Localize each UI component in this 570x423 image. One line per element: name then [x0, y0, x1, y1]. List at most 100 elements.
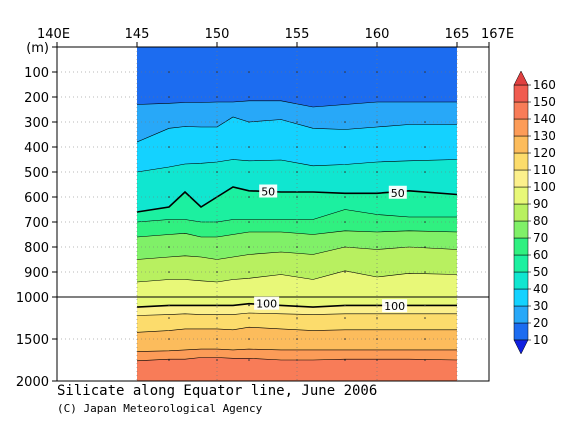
sample-point [296, 221, 298, 223]
sample-point [216, 271, 218, 273]
contour-40 [136, 159, 458, 173]
sample-point [248, 304, 250, 307]
sample-point [424, 221, 426, 223]
sample-point [424, 146, 426, 148]
sample-point [216, 317, 218, 319]
sample-point [424, 171, 426, 173]
sample-point [344, 146, 346, 148]
colorbar-segment [513, 203, 529, 222]
sample-point [296, 338, 298, 340]
sample-point [216, 359, 218, 361]
sample-point [344, 338, 346, 340]
chart-title: Silicate along Equator line, June 2006 [57, 383, 377, 399]
colorbar-segment [513, 220, 529, 239]
y-tick-label: 700 [24, 216, 49, 231]
band-140 [137, 357, 457, 381]
sample-point [344, 96, 346, 98]
sample-point [376, 271, 378, 273]
colorbar-segment [513, 84, 529, 103]
sample-point [344, 304, 346, 307]
sample-point [344, 317, 346, 319]
y-tick-label: (m) [26, 41, 49, 56]
contour-110 [136, 312, 457, 316]
plot-frame [56, 46, 490, 382]
colorbar-segment [513, 169, 529, 188]
colorbar-label: 20 [533, 316, 548, 330]
colorbar-label: 90 [533, 197, 548, 211]
grid-layer [57, 47, 489, 381]
x-tick-label: 160 [365, 27, 390, 42]
sample-point [424, 71, 426, 73]
sample-point [168, 221, 170, 223]
contour-label-layer: 50 50 100 100 [254, 184, 408, 313]
colorbar-segment [513, 118, 529, 137]
colorbar-extend-top [513, 70, 529, 86]
y-tick-label: 800 [24, 241, 49, 256]
colorbar-segment [513, 135, 529, 154]
sample-point [344, 71, 346, 73]
colorbar-segment [513, 254, 529, 273]
colorbar-label: 30 [533, 299, 548, 313]
sample-point [344, 171, 346, 173]
colorbar-label: 40 [533, 282, 548, 296]
sample-point [168, 246, 170, 248]
sample-point [296, 71, 298, 73]
y-tick-label: 2000 [16, 375, 49, 390]
colorbar-segment [513, 237, 529, 256]
colorbar-segment [513, 288, 529, 307]
sample-point [296, 146, 298, 148]
sample-point [168, 71, 170, 73]
colorbar-label: 150 [533, 95, 556, 109]
sample-point [296, 304, 298, 307]
contour-50 [136, 186, 458, 213]
contour-label-50: 50 [261, 186, 275, 199]
x-tick-label: 140E [37, 27, 70, 42]
sample-point [216, 304, 218, 307]
sample-point [376, 71, 378, 73]
sample-point [296, 271, 298, 273]
sample-point [216, 338, 218, 340]
contour-label-bg [382, 299, 408, 313]
colorbar-label: 60 [533, 248, 548, 262]
sample-point [296, 171, 298, 173]
y-tick-label: 400 [24, 141, 49, 156]
sample-point [168, 359, 170, 361]
sample-point [424, 121, 426, 123]
contour-20 [136, 100, 457, 108]
colorbar-label: 70 [533, 231, 548, 245]
colorbar-segment [513, 186, 529, 205]
colorbar-segment [513, 322, 529, 341]
contour-80 [136, 246, 458, 260]
colorbar-segment [513, 152, 529, 171]
sample-point [296, 359, 298, 361]
sample-point [248, 246, 250, 248]
sample-point [216, 71, 218, 73]
sample-point [248, 221, 250, 223]
sample-point [424, 317, 426, 319]
x-tick-label: 165 [445, 27, 470, 42]
colorbar-label: 10 [533, 333, 548, 347]
sample-point [168, 121, 170, 123]
contour-120 [136, 326, 457, 333]
sample-point [216, 196, 218, 198]
sample-point [248, 71, 250, 73]
contour-label-50: 50 [391, 187, 405, 200]
y-tick-label: 500 [24, 166, 49, 181]
contour-label-bg [259, 184, 278, 198]
sample-point [344, 246, 346, 248]
contour-130 [136, 348, 457, 352]
y-tick-label: 200 [24, 91, 49, 106]
sample-point [376, 246, 378, 248]
y-tick-label: 900 [24, 266, 49, 281]
contour-label-bg [388, 185, 407, 199]
sample-point [248, 359, 250, 361]
sample-point [296, 121, 298, 123]
sample-point [296, 317, 298, 319]
sample-point [376, 304, 378, 307]
sample-point [296, 196, 298, 198]
x-tick-label: 145 [125, 27, 150, 42]
sample-point [216, 221, 218, 223]
sample-point [248, 317, 250, 319]
sample-point [344, 121, 346, 123]
